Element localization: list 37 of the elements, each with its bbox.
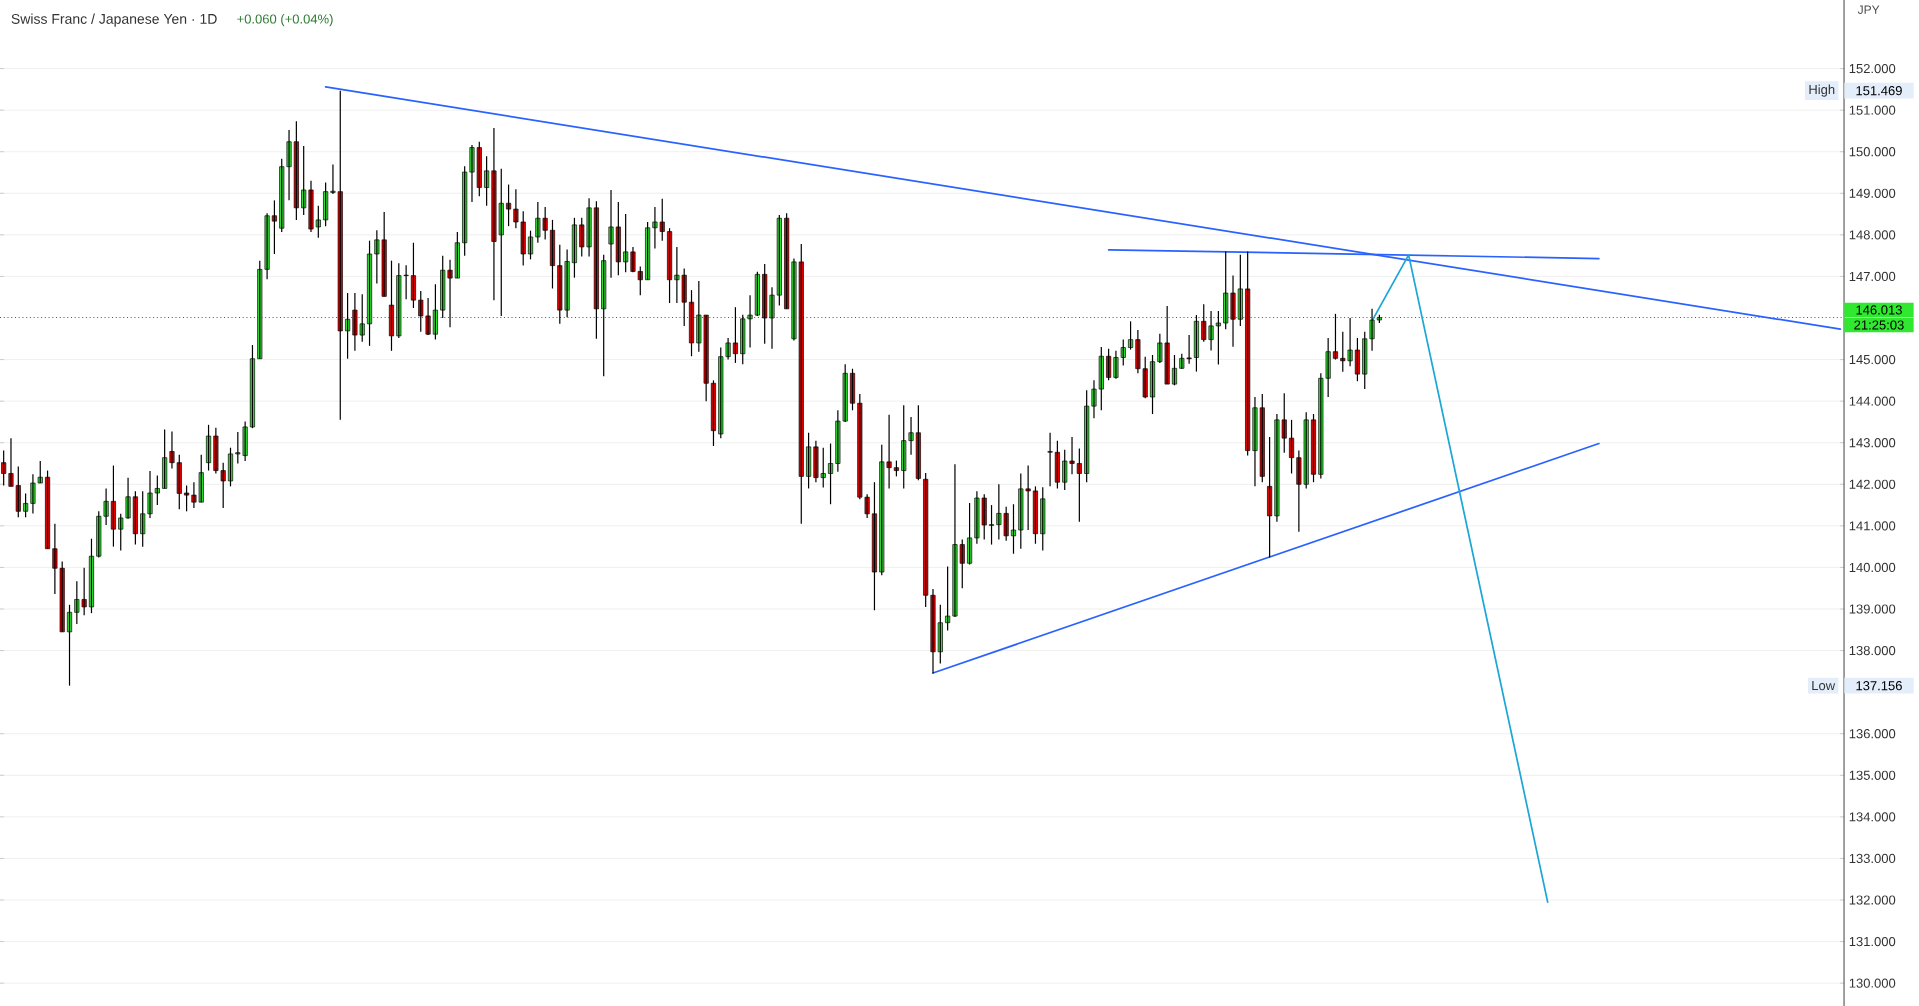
y-tick-label: 151.000 xyxy=(1849,105,1896,115)
text: 151.469 xyxy=(1856,86,1902,96)
text: 21:25:03 xyxy=(1854,320,1904,330)
y-tick-label: 141.000 xyxy=(1849,521,1896,531)
candlestick xyxy=(1040,486,1046,551)
y-tick-label: 152.000 xyxy=(1849,63,1896,74)
candlestick xyxy=(1215,310,1221,366)
y-tick-label: 135.000 xyxy=(1849,770,1896,780)
y-tick-label: 136.000 xyxy=(1849,729,1896,739)
candlestick xyxy=(271,199,277,255)
y-axis-title: JPY xyxy=(1857,5,1880,14)
y-tick-label: 140.000 xyxy=(1849,562,1896,573)
annotation: High xyxy=(1809,84,1835,97)
y-tick-label: 138.000 xyxy=(1849,645,1896,656)
y-tick-label: 143.000 xyxy=(1849,438,1896,448)
y-tick-label: 148.000 xyxy=(1849,230,1896,240)
y-tick-label: 149.000 xyxy=(1849,188,1896,198)
y-tick-label: 144.000 xyxy=(1849,396,1896,406)
y-tick-label: 133.000 xyxy=(1849,853,1896,864)
y-tick-label: 147.000 xyxy=(1849,271,1896,282)
candlestick xyxy=(1047,432,1053,487)
annotation: +0.060 (+0.04%) xyxy=(237,14,333,27)
y-tick-label: 139.000 xyxy=(1849,604,1896,614)
ref-line-label: 146.013 xyxy=(1856,305,1902,315)
candlestick xyxy=(989,504,995,546)
candlestick xyxy=(184,484,190,512)
y-tick-label: 150.000 xyxy=(1849,147,1896,157)
y-tick-label: 134.000 xyxy=(1849,812,1896,822)
y-tick-label: 145.000 xyxy=(1849,354,1896,365)
text: Swiss Franc / Japanese Yen · 1D xyxy=(11,13,217,27)
y-tick-label: 132.000 xyxy=(1849,895,1896,905)
y-tick-label: 142.000 xyxy=(1849,479,1896,489)
text: 137.156 xyxy=(1856,681,1902,691)
candlestick xyxy=(601,254,607,377)
y-tick-label: 130.000 xyxy=(1849,978,1896,988)
y-tick-label: 131.000 xyxy=(1849,936,1896,947)
annotation: Low xyxy=(1812,681,1836,691)
